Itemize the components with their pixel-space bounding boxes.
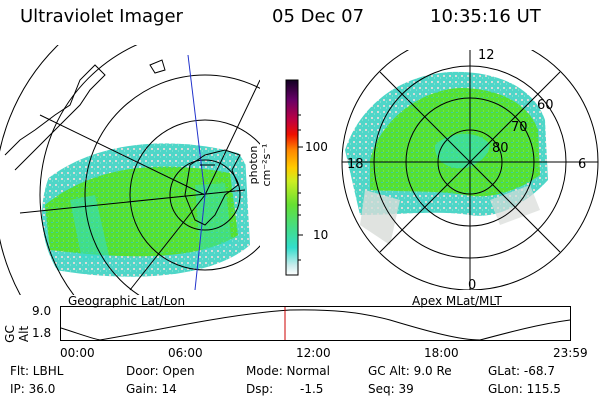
dsp-value: -1.5 (300, 382, 324, 396)
altitude-ytick-max: 9.0 (32, 304, 52, 318)
mlt-label-0: 0 (468, 278, 477, 293)
glon-info: GLon: 115.5 (488, 382, 561, 396)
mode-info: Mode: Normal (246, 364, 330, 378)
colorbar-tick-100: 100 (305, 140, 328, 154)
gc-alt-info: GC Alt: 9.0 Re (368, 364, 452, 378)
mlat-label-80: 80 (492, 141, 509, 156)
app-title: Ultraviolet Imager (20, 6, 183, 27)
altitude-ytick-min: 1.8 (32, 326, 52, 340)
mlat-label-60: 60 (537, 98, 554, 113)
colorbar-tick-10: 10 (313, 228, 329, 242)
ip-info: IP: 36.0 (10, 382, 56, 396)
filter-info: Flt: LBHL (10, 364, 64, 378)
altitude-plot (60, 306, 571, 341)
mlt-label-12: 12 (478, 48, 495, 63)
altitude-ylabel: GC Alt (3, 325, 31, 343)
altitude-xtick-2359: 23:59 (553, 346, 588, 360)
colorbar-unit-label: photon cm⁻²s⁻¹ (247, 143, 273, 187)
altitude-xtick-1800: 18:00 (424, 346, 459, 360)
mlat-label-70: 70 (511, 120, 528, 135)
door-info: Door: Open (126, 364, 195, 378)
altitude-xtick-0000: 00:00 (60, 346, 95, 360)
seq-info: Seq: 39 (368, 382, 414, 396)
glat-info: GLat: -68.7 (488, 364, 555, 378)
mlt-label-18: 18 (347, 157, 364, 172)
mlt-label-6: 6 (578, 157, 587, 172)
gain-info: Gain: 14 (126, 382, 177, 396)
geographic-image (0, 45, 260, 295)
apex-polar-plot (341, 50, 599, 290)
time-label: 10:35:16 UT (430, 6, 541, 27)
altitude-xtick-0600: 06:00 (168, 346, 203, 360)
geographic-panel-label: Geographic Lat/Lon (68, 294, 186, 308)
apex-panel-label: Apex MLat/MLT (412, 294, 502, 308)
date-label: 05 Dec 07 (272, 6, 365, 27)
colorbar (285, 79, 303, 276)
dsp-label: Dsp: (246, 382, 274, 396)
altitude-xtick-1200: 12:00 (296, 346, 331, 360)
